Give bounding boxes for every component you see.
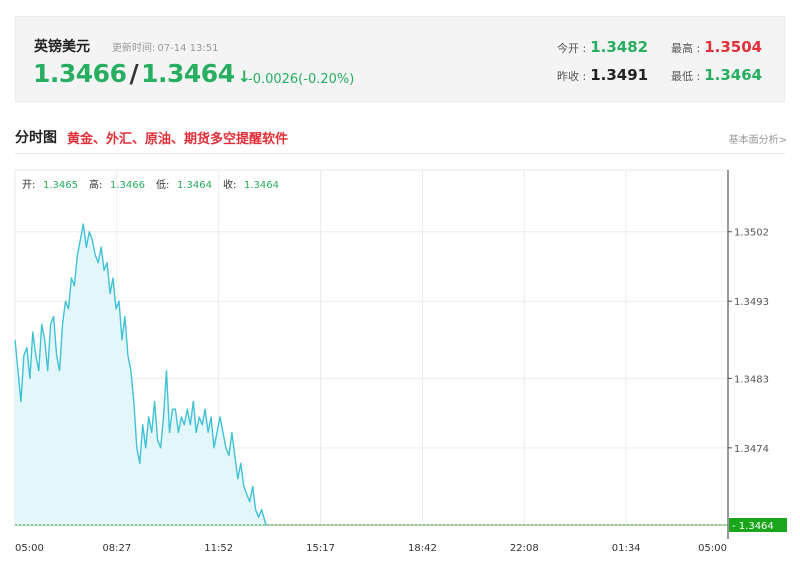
stat-open: 今开 :1.3482 bbox=[557, 38, 648, 56]
update-time-label: 更新时间: bbox=[112, 43, 156, 54]
stat-high-value: 1.3504 bbox=[704, 38, 763, 56]
y-tick-label: 1.3502 bbox=[734, 228, 769, 239]
x-tick-label: 11:52 bbox=[204, 543, 233, 554]
stat-low-label: 最低 : bbox=[671, 70, 701, 83]
price-display: 1.3466/1.3464 ↓ bbox=[33, 59, 251, 88]
ohlc-high-label: 高: bbox=[89, 178, 102, 191]
current-price-tag bbox=[729, 518, 787, 532]
ohlc-open-value: 1.3465 bbox=[43, 180, 78, 191]
x-tick-label: 15:17 bbox=[306, 543, 335, 554]
ohlc-high-value: 1.3466 bbox=[110, 180, 145, 191]
chart-svg: 1.3502 1.3493 1.3483 1.3474 05:00 08:27 11:52 1… bbox=[14, 169, 787, 554]
fundamental-analysis-link[interactable]: 基本面分析> bbox=[728, 135, 787, 146]
update-time-value: 07-14 13:51 bbox=[157, 43, 219, 54]
x-tick-label: 01:34 bbox=[612, 543, 641, 554]
current-price-label: - 1.3464 bbox=[732, 521, 774, 532]
price-line bbox=[14, 223, 267, 526]
instrument-name: 英镑美元 bbox=[34, 39, 90, 55]
update-time: 更新时间: 07-14 13:51 bbox=[112, 39, 218, 54]
section-divider bbox=[15, 153, 785, 154]
promo-link[interactable]: 黄金、外汇、原油、期货多空提醒软件 bbox=[67, 132, 289, 147]
stat-prev-close-label: 昨收 : bbox=[557, 70, 587, 83]
section-title: 分时图 bbox=[15, 130, 57, 146]
stat-high-label: 最高 : bbox=[671, 42, 701, 55]
stat-high: 最高 :1.3504 bbox=[671, 38, 762, 56]
stat-open-value: 1.3482 bbox=[590, 38, 649, 56]
ohlc-low-label: 低: bbox=[156, 178, 169, 191]
stat-prev-close-value: 1.3491 bbox=[590, 66, 649, 84]
x-tick-label: 08:27 bbox=[102, 543, 131, 554]
y-tick-label: 1.3483 bbox=[734, 374, 769, 385]
x-tick-label: 18:42 bbox=[408, 543, 437, 554]
x-tick-label: 05:00 bbox=[15, 543, 44, 554]
bid-price: 1.3466 bbox=[33, 59, 127, 88]
stat-low: 最低 :1.3464 bbox=[671, 66, 762, 84]
stat-low-value: 1.3464 bbox=[704, 66, 763, 84]
y-tick-label: 1.3474 bbox=[734, 444, 769, 455]
x-tick-label: 05:00 bbox=[698, 543, 727, 554]
ohlc-low-value: 1.3464 bbox=[177, 180, 212, 191]
price-area bbox=[15, 224, 266, 525]
down-arrow-icon: ↓ bbox=[237, 67, 251, 86]
price-change: -0.0026(-0.20%) bbox=[248, 72, 355, 87]
x-tick-label: 22:08 bbox=[510, 543, 539, 554]
price-separator: / bbox=[129, 59, 139, 88]
intraday-chart: 1.3502 1.3493 1.3483 1.3474 05:00 08:27 11:52 1… bbox=[0, 165, 800, 570]
ohlc-close-value: 1.3464 bbox=[244, 180, 279, 191]
stat-prev-close: 昨收 :1.3491 bbox=[557, 66, 648, 84]
ask-price: 1.3464 bbox=[141, 59, 235, 88]
y-tick-label: 1.3493 bbox=[734, 297, 769, 308]
quote-panel: 英镑美元 更新时间: 07-14 13:51 1.3466/1.3464 ↓ -0.… bbox=[15, 16, 785, 102]
ohlc-close-label: 收: bbox=[223, 178, 236, 191]
ohlc-open-label: 开: bbox=[22, 180, 35, 191]
stat-open-label: 今开 : bbox=[557, 42, 587, 55]
